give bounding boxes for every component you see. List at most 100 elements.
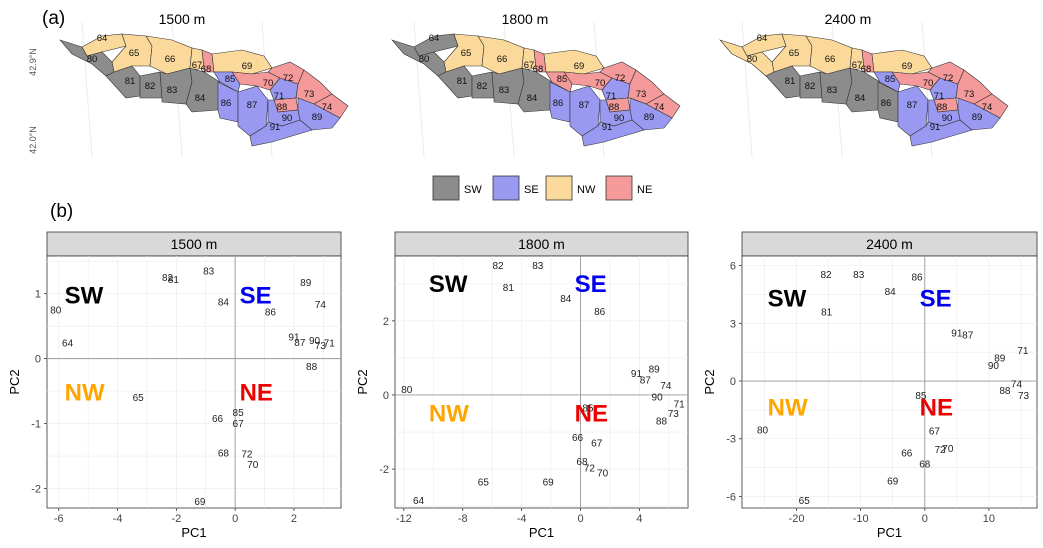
y-axis-label: PC2 (702, 369, 717, 394)
point-label-90: 90 (988, 361, 1000, 372)
map-region-86 (877, 81, 899, 123)
map-region-label: 67 (524, 60, 535, 71)
map-region-label: 74 (982, 102, 993, 113)
point-label-68: 68 (919, 459, 931, 470)
map-region-label: 90 (614, 113, 625, 124)
point-label-72: 72 (241, 450, 253, 461)
point-label-84: 84 (218, 298, 230, 309)
map-region-label: 89 (312, 112, 323, 123)
x-tick-label: 0 (577, 513, 583, 525)
map-gridline (741, 21, 753, 158)
point-label-66: 66 (901, 449, 913, 460)
point-label-86: 86 (265, 307, 277, 318)
point-label-86: 86 (912, 273, 924, 284)
y-tick-label: 6 (730, 261, 736, 273)
map-region-label: 67 (192, 60, 203, 71)
point-label-89: 89 (649, 365, 661, 376)
map-region-label: 72 (943, 73, 954, 84)
y-tick-label: 0 (35, 354, 41, 366)
point-label-65: 65 (799, 496, 811, 507)
map-region-label: 69 (242, 61, 253, 72)
map-region-85 (213, 71, 241, 93)
point-label-84: 84 (560, 294, 572, 305)
point-label-82: 82 (820, 270, 832, 281)
panel-a-label: (a) (42, 8, 65, 29)
map-region-label: 71 (274, 91, 285, 102)
quadrant-label-sw: SW (65, 282, 104, 309)
map-region-label: 82 (145, 81, 156, 92)
map-region-label: 64 (429, 33, 440, 44)
map-region-86 (217, 81, 239, 123)
x-tick-label: -10 (853, 513, 869, 525)
point-label-87: 87 (962, 330, 974, 341)
map-region-label: 83 (827, 85, 838, 96)
map-region-label: 81 (457, 76, 468, 87)
map-region-91 (909, 119, 973, 147)
x-tick-label: -12 (396, 513, 412, 525)
map-region-label: 91 (930, 122, 941, 133)
map-region-label: 67 (852, 60, 863, 71)
pca-panel-1: 1500 m -6 -4 -2 0 2 -2 -1 0 1 PC1 PC2 SW SE NW NE 64 65 66… (7, 231, 342, 540)
point-label-82: 82 (162, 273, 174, 284)
point-label-86: 86 (594, 307, 606, 318)
map-region-label: 70 (595, 78, 606, 89)
map-region-80 (59, 39, 115, 77)
quadrant-label-se: SE (240, 282, 272, 309)
point-label-69: 69 (887, 477, 899, 488)
map-region-label: 90 (282, 113, 293, 124)
map-region-82 (139, 71, 163, 99)
map-region-67 (521, 47, 537, 71)
legend-label-ne: NE (637, 184, 652, 196)
legend-swatch-nw (545, 175, 573, 201)
point-label-83: 83 (853, 270, 865, 281)
map-region-label: 84 (195, 93, 206, 104)
map-region-67 (849, 47, 865, 71)
plot-area (46, 255, 342, 509)
map-region-label: 85 (225, 74, 236, 85)
point-label-72: 72 (935, 445, 947, 456)
map-region-label: 90 (942, 113, 953, 124)
x-tick-label: -4 (113, 513, 123, 525)
map-region-label: 81 (125, 76, 136, 87)
map-region-label: 85 (557, 74, 568, 85)
map-region-label: 70 (263, 78, 274, 89)
y-tick-label: 1 (35, 289, 41, 301)
y-tick-label: 0 (383, 390, 389, 402)
panel-b-label: (b) (50, 201, 73, 222)
point-label-67: 67 (233, 419, 245, 430)
x-tick-label: -6 (54, 513, 64, 525)
panel-strip (741, 231, 1038, 257)
map-region-label: 89 (972, 112, 983, 123)
map-region-label: 66 (825, 54, 836, 65)
point-label-80: 80 (401, 385, 413, 396)
map-region-label: 68 (533, 64, 544, 75)
x-axis-label: PC1 (529, 525, 554, 540)
panel-strip-title: 1800 m (518, 236, 565, 252)
x-tick-label: 0 (922, 513, 928, 525)
map-region-label: 66 (497, 54, 508, 65)
point-label-67: 67 (591, 439, 603, 450)
point-label-65: 65 (133, 393, 145, 404)
map-region-label: 82 (805, 81, 816, 92)
point-label-81: 81 (168, 275, 180, 286)
lat-label-bottom: 42.0°N (28, 126, 38, 154)
map-region-80 (391, 39, 447, 77)
y-axis-label: PC2 (7, 369, 22, 394)
map-region-label: 87 (579, 100, 590, 111)
point-label-64: 64 (413, 496, 425, 507)
map-gridline (413, 21, 425, 158)
legend-swatch-se (492, 175, 520, 201)
point-label-90: 90 (309, 336, 321, 347)
point-label-80: 80 (757, 426, 769, 437)
map-title: 1500 m (159, 11, 206, 27)
map-region-82 (471, 71, 495, 99)
map-region-label: 85 (885, 74, 896, 85)
x-tick-label: 10 (983, 513, 995, 525)
panel-strip-title: 1500 m (171, 236, 218, 252)
point-label-71: 71 (324, 339, 336, 350)
map-region-label: 86 (221, 98, 232, 109)
map-region-85 (873, 71, 901, 93)
